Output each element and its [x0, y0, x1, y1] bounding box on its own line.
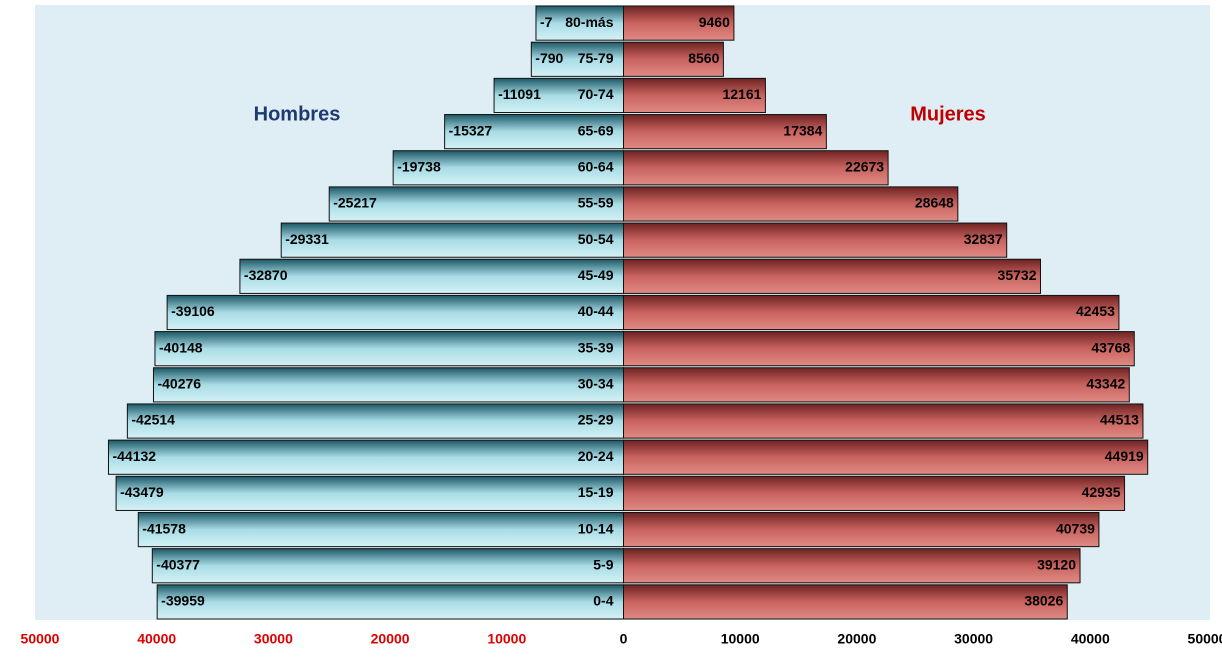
- bar: [623, 403, 1144, 439]
- value-label: -41578: [142, 520, 186, 536]
- value-label: 17384: [783, 122, 822, 138]
- category-label: 45-49: [578, 267, 614, 283]
- bar: [623, 186, 959, 222]
- bar: [239, 258, 624, 294]
- bar: [493, 77, 624, 114]
- x-tick-label: 20000: [371, 631, 410, 647]
- category-label: 50-54: [578, 231, 614, 247]
- value-label: 42935: [1082, 484, 1121, 500]
- value-label: 9460: [699, 14, 730, 30]
- category-label: 80-más: [565, 14, 613, 30]
- bar: [623, 584, 1068, 620]
- bar: [623, 439, 1149, 475]
- value-label: -39959: [161, 593, 205, 609]
- value-label: -40148: [159, 339, 203, 355]
- bar: [623, 294, 1120, 331]
- value-label: -790: [535, 50, 563, 66]
- bar: [623, 548, 1081, 584]
- value-label: 44513: [1100, 412, 1139, 428]
- x-tick-label: 30000: [254, 631, 293, 647]
- value-label: 22673: [845, 158, 884, 174]
- x-tick-label: 10000: [487, 631, 526, 647]
- bar: [623, 511, 1100, 548]
- category-label: 75-79: [578, 50, 614, 66]
- value-label: 43768: [1091, 339, 1130, 355]
- bar: [115, 475, 624, 511]
- category-label: 25-29: [578, 412, 614, 428]
- bar: [623, 331, 1135, 367]
- value-label: 42453: [1076, 303, 1115, 319]
- x-tick-label: 40000: [137, 631, 176, 647]
- bar: [623, 114, 827, 150]
- value-label: -40377: [156, 556, 200, 572]
- value-label: -7: [540, 14, 553, 30]
- value-label: 43342: [1086, 376, 1125, 392]
- x-tick-label: 50000: [1188, 631, 1222, 647]
- bar: [126, 403, 624, 439]
- x-tick-label: 50000: [21, 631, 60, 647]
- x-tick-label: 40000: [1071, 631, 1110, 647]
- value-label: -25217: [333, 195, 377, 211]
- bar: [623, 150, 889, 186]
- bar: [152, 367, 625, 403]
- bar: [151, 548, 624, 584]
- bar: [156, 584, 624, 620]
- category-label: 60-64: [578, 158, 614, 174]
- bar: [166, 294, 625, 331]
- value-label: -29331: [285, 231, 329, 247]
- x-tick-label: 30000: [954, 631, 993, 647]
- category-label: 15-19: [578, 484, 614, 500]
- category-label: 35-39: [578, 339, 614, 355]
- x-tick-label: 0: [620, 631, 628, 647]
- category-label: 0-4: [593, 593, 613, 609]
- value-label: 40739: [1056, 520, 1095, 536]
- category-label: 70-74: [578, 86, 614, 102]
- value-label: -40276: [157, 376, 201, 392]
- bar: [623, 258, 1041, 294]
- bar: [623, 367, 1130, 403]
- bar: [623, 41, 724, 77]
- value-label: 35732: [998, 267, 1037, 283]
- value-label: -32870: [244, 267, 288, 283]
- value-label: 39120: [1037, 556, 1076, 572]
- bar: [623, 222, 1008, 258]
- value-label: -19738: [397, 158, 441, 174]
- value-label: -44132: [112, 448, 156, 464]
- value-label: 28648: [915, 195, 954, 211]
- category-label: 30-34: [578, 376, 614, 392]
- category-label: 10-14: [578, 520, 614, 536]
- bar: [392, 150, 624, 186]
- bar: [154, 331, 624, 367]
- bar: [623, 475, 1126, 511]
- value-label: -15327: [449, 122, 493, 138]
- bar: [535, 5, 624, 41]
- legend-label: Hombres: [254, 103, 341, 125]
- value-label: 32837: [964, 231, 1003, 247]
- bar: [623, 77, 766, 114]
- x-tick-label: 10000: [721, 631, 760, 647]
- category-label: 55-59: [578, 195, 614, 211]
- category-label: 40-44: [578, 303, 614, 319]
- category-label: 65-69: [578, 122, 614, 138]
- category-label: 5-9: [593, 556, 613, 572]
- value-label: 38026: [1024, 593, 1063, 609]
- category-label: 20-24: [578, 448, 614, 464]
- bar: [328, 186, 624, 222]
- value-label: 8560: [688, 50, 719, 66]
- value-label: 12161: [722, 86, 761, 102]
- value-label: -39106: [171, 303, 215, 319]
- bar: [137, 511, 625, 548]
- value-label: -43479: [120, 484, 164, 500]
- bar: [107, 439, 625, 475]
- value-label: -42514: [131, 412, 175, 428]
- bar: [530, 41, 625, 77]
- bar: [280, 222, 624, 258]
- x-tick-label: 20000: [837, 631, 876, 647]
- value-label: -11091: [498, 86, 541, 102]
- value-label: 44919: [1105, 448, 1144, 464]
- bar: [623, 5, 735, 41]
- legend-label: Mujeres: [910, 103, 986, 125]
